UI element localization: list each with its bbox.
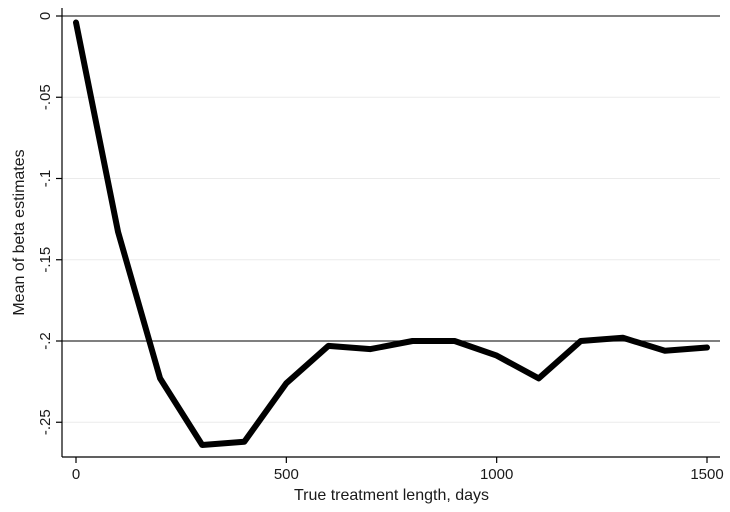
tick-labels: 0 -.05 -.1 -.15 -.2 -.25 0 500 1000 1500: [37, 12, 724, 483]
x-tick-label-3: 1500: [690, 466, 723, 483]
x-tick-label-0: 0: [72, 466, 80, 483]
x-tick-label-2: 1000: [480, 466, 513, 483]
series: [73, 19, 710, 448]
axes: [56, 8, 720, 463]
y-tick-label-2: -.1: [37, 170, 54, 188]
y-tick-label-0: 0: [37, 12, 54, 20]
x-axis-label: True treatment length, days: [294, 487, 489, 504]
x-tick-label-1: 500: [274, 466, 299, 483]
series-line-0: [73, 19, 710, 448]
y-axis-label: Mean of beta estimates: [11, 149, 28, 315]
grid-lines: [62, 96, 720, 423]
y-tick-label-4: -.2: [37, 332, 54, 350]
y-tick-label-5: -.25: [37, 409, 54, 435]
y-tick-label-3: -.15: [37, 247, 54, 273]
y-tick-label-1: -.05: [37, 84, 54, 110]
